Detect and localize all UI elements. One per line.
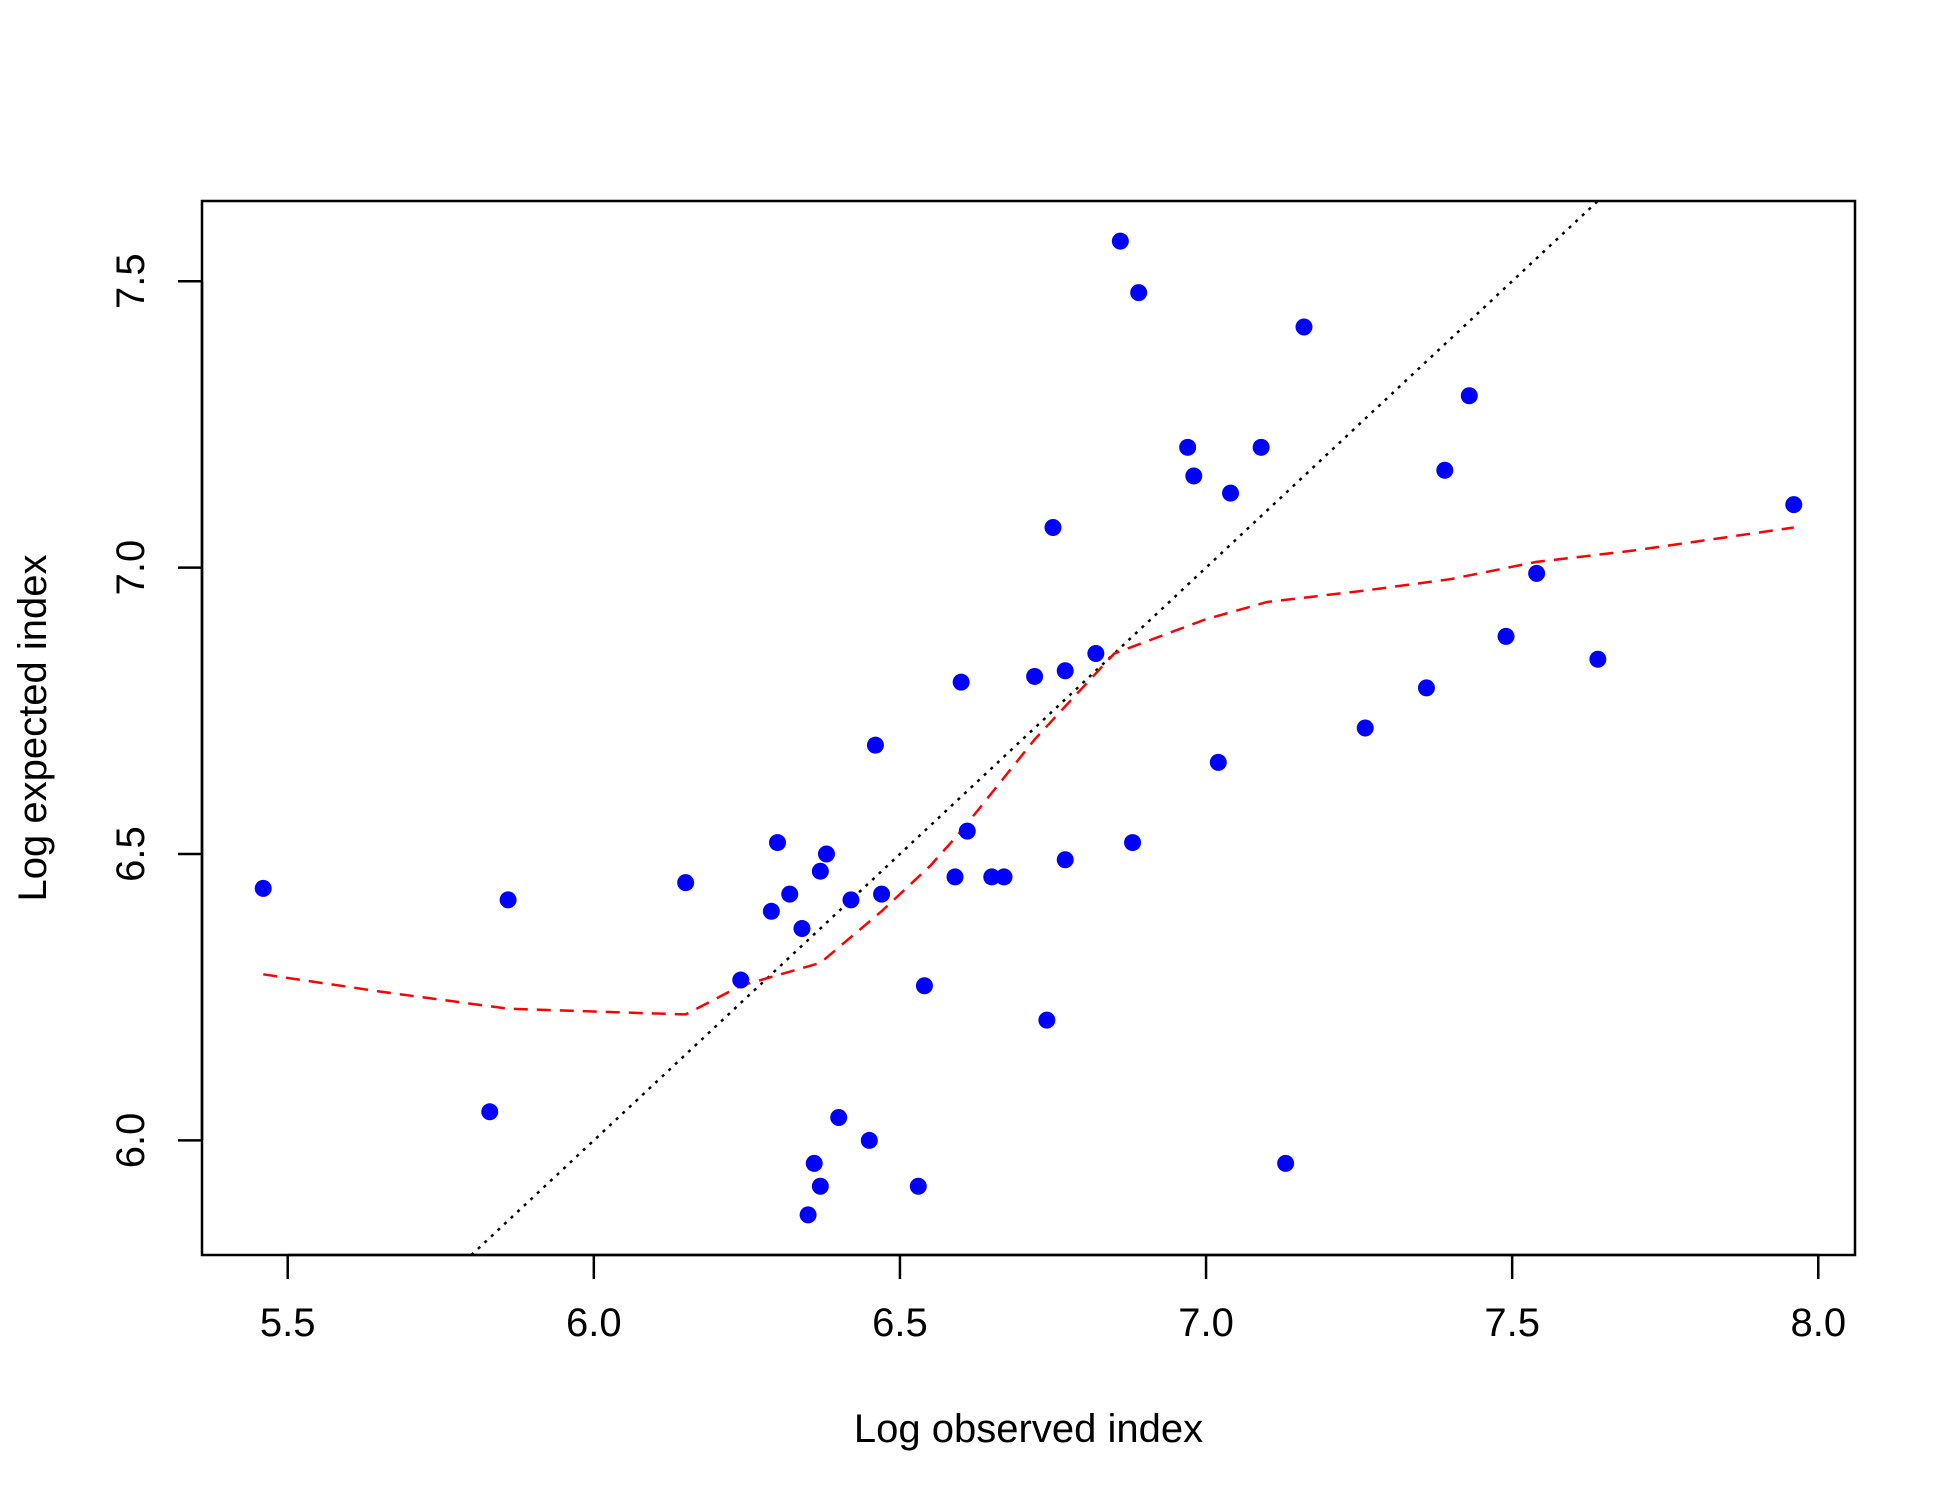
data-point: [1111, 232, 1129, 250]
data-point: [1277, 1154, 1295, 1172]
identity-line: [470, 201, 1599, 1255]
data-point: [1124, 834, 1142, 852]
y-tick-label: 7.0: [109, 540, 153, 596]
data-point: [830, 1109, 848, 1127]
data-point: [995, 868, 1013, 886]
data-point: [811, 1177, 829, 1195]
data-point: [732, 971, 750, 989]
points-group: [254, 232, 1803, 1224]
data-point: [1087, 645, 1105, 663]
data-point: [1417, 679, 1435, 697]
data-point: [958, 822, 976, 840]
data-point: [1130, 284, 1148, 302]
x-axis-title: Log observed index: [854, 1407, 1203, 1451]
data-point: [842, 891, 860, 909]
data-point: [1056, 662, 1074, 680]
data-point: [1497, 627, 1515, 645]
data-point: [1356, 719, 1374, 737]
identity-line-group: [470, 201, 1599, 1255]
data-point: [860, 1131, 878, 1149]
data-point: [983, 868, 1001, 886]
y-tick-label: 6.0: [109, 1113, 153, 1169]
data-point: [799, 1206, 817, 1224]
data-point: [1528, 564, 1546, 582]
x-tick-label: 7.0: [1178, 1301, 1234, 1345]
data-point: [952, 673, 970, 691]
data-point: [946, 868, 964, 886]
x-tick-label: 6.0: [566, 1301, 622, 1345]
data-point: [1038, 1011, 1056, 1029]
data-point: [1460, 387, 1478, 405]
data-point: [499, 891, 517, 909]
x-tick-label: 8.0: [1790, 1301, 1846, 1345]
x-tick-label: 7.5: [1484, 1301, 1540, 1345]
data-point: [677, 874, 695, 892]
smooth-line-group: [263, 526, 1794, 1016]
smooth-line: [263, 526, 1794, 1016]
data-point: [1185, 467, 1203, 485]
x-tick-label: 5.5: [260, 1301, 316, 1345]
y-tick-label: 7.5: [109, 253, 153, 309]
data-point: [1209, 753, 1227, 771]
x-axis: 5.5 6.0 6.5 7.0 7.5 8.0: [260, 1253, 1846, 1345]
data-point: [762, 902, 780, 920]
y-axis: 6.0 6.5 7.0 7.5: [109, 253, 204, 1169]
data-point: [811, 862, 829, 880]
data-point: [1295, 318, 1313, 336]
data-point: [1044, 519, 1062, 537]
data-point: [1436, 461, 1454, 479]
data-point: [1026, 667, 1044, 685]
data-point: [1252, 438, 1270, 456]
data-point: [909, 1177, 927, 1195]
data-point: [781, 885, 799, 903]
data-point: [915, 977, 933, 995]
data-point: [873, 885, 891, 903]
y-axis-title: Log expected index: [11, 555, 55, 902]
data-point: [1179, 438, 1197, 456]
data-point: [817, 845, 835, 863]
x-tick-label: 6.5: [872, 1301, 928, 1345]
plot-frame: [200, 199, 1857, 1257]
data-point: [866, 736, 884, 754]
data-point: [768, 834, 786, 852]
data-point: [481, 1103, 499, 1121]
data-point: [254, 879, 272, 897]
data-point: [805, 1154, 823, 1172]
data-point: [1222, 484, 1240, 502]
data-point: [793, 919, 811, 937]
y-tick-label: 6.5: [109, 826, 153, 882]
data-point: [1589, 650, 1607, 668]
data-point: [1785, 496, 1803, 514]
data-point: [1056, 851, 1074, 869]
